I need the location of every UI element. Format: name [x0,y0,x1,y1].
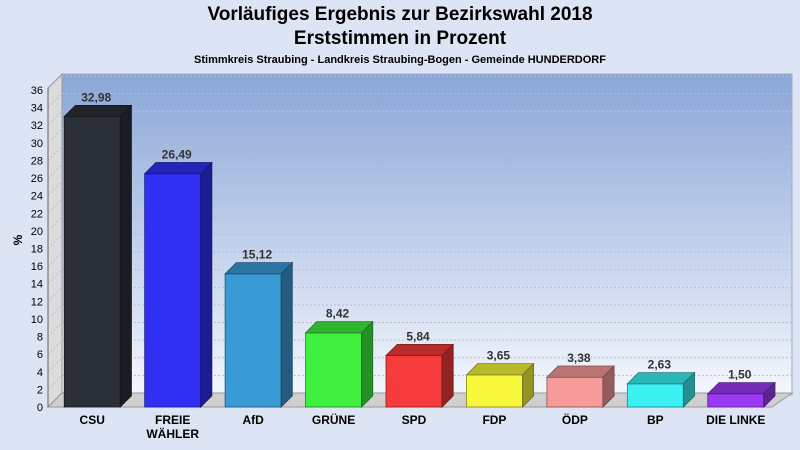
bar-value-label: 3,38 [567,351,591,365]
x-tick-label: WÄHLER [146,426,199,441]
y-tick-label: 18 [31,244,43,256]
bar-value-label: 1,50 [728,368,752,382]
bar-die-linke: 1,50 DIE LINKE [706,368,776,427]
bar-bp: 2,63 BP [626,358,696,427]
y-tick-label: 0 [37,402,43,414]
bar-side [763,381,776,408]
bar-side [119,104,132,408]
bar-side [522,362,535,408]
gridline-side [47,216,63,232]
bar-value-label: 3,65 [487,349,511,363]
bar-spd: 5,84 SPD [385,329,455,427]
gridline-side [47,198,63,214]
bar-value-label: 26,49 [162,148,192,162]
bar-csu: 32,98 CSU [63,90,133,427]
y-tick-label: 36 [31,85,43,97]
y-tick-label: 22 [31,208,43,220]
bar-grüne: 8,42 GRÜNE [304,307,374,427]
bar-afd: 15,12 AfD [224,248,294,427]
y-tick-label: 8 [37,332,43,344]
bar-side [602,365,615,408]
gridline-side [47,357,63,373]
y-tick-label: 30 [31,138,43,150]
plot-side-wall [47,72,63,409]
bar-ödp: 3,38 ÖDP [545,351,616,427]
bar-value-label: 8,42 [326,307,350,321]
y-tick-label: 26 [31,173,43,185]
gridline-side [47,375,63,390]
bar-value-label: 32,98 [81,90,111,104]
y-tick-label: 4 [37,367,43,379]
x-tick-label: BP [647,413,664,427]
bar-front [466,374,523,408]
gridline-side [47,269,63,285]
bar-side [441,343,454,408]
bar-side [280,261,293,408]
y-tick-label: 24 [31,191,43,203]
bar-front [385,355,443,408]
gridline-side [47,93,63,108]
x-tick-label: DIE LINKE [706,413,765,427]
y-tick-label: 2 [37,384,43,396]
x-tick-label: ÖDP [562,412,588,427]
gridline-side [47,146,63,161]
y-tick-label: 34 [31,103,43,115]
x-tick-label: CSU [80,413,105,427]
y-tick-label: 10 [31,314,43,326]
bar-value-label: 5,84 [406,329,430,343]
x-tick-label: SPD [402,413,427,427]
gridline-side [47,75,63,91]
gridline-side [47,304,63,320]
x-tick-label: GRÜNE [312,412,355,427]
y-tick-label: 28 [31,155,43,167]
chart-title-line2: Erststimmen in Prozent [293,28,507,49]
gridline-side [47,322,63,337]
y-tick-label: 16 [31,261,43,273]
bar-side [200,161,213,408]
bar-front [626,383,684,408]
bar-front [224,273,282,408]
bar-fdp: 3,65 FDP [465,349,535,427]
y-tick-label: 14 [31,279,43,291]
bar-side [682,371,695,408]
gridline-side [47,110,63,126]
y-tick-label: 12 [31,296,43,308]
gridline-side [47,163,63,179]
y-tick-label: 6 [37,349,43,361]
bar-value-label: 2,63 [648,358,672,372]
bar-front [305,332,362,408]
x-tick-label: FREIE [155,413,190,427]
gridline-side [47,128,63,144]
bar-front [546,376,604,408]
gridline-side [47,234,63,249]
gridline-side [47,339,63,355]
x-tick-label: FDP [482,413,506,427]
gridline-side [47,286,63,302]
bar-front [707,393,765,408]
x-tick-label: AfD [242,413,264,427]
bar-value-label: 15,12 [242,248,272,262]
bar-front [144,173,202,408]
y-axis-label: % [11,234,25,245]
bar-side [361,320,374,408]
chart-title-line1: Vorläufiges Ergebnis zur Bezirkswahl 201… [207,4,593,25]
y-tick-label: 20 [31,226,43,238]
gridline-side [47,251,63,267]
bar-front [63,116,121,408]
y-tick-label: 32 [31,120,43,132]
gridline-side [47,181,63,197]
chart-subtitle: Stimmkreis Straubing - Landkreis Straubi… [194,54,606,66]
